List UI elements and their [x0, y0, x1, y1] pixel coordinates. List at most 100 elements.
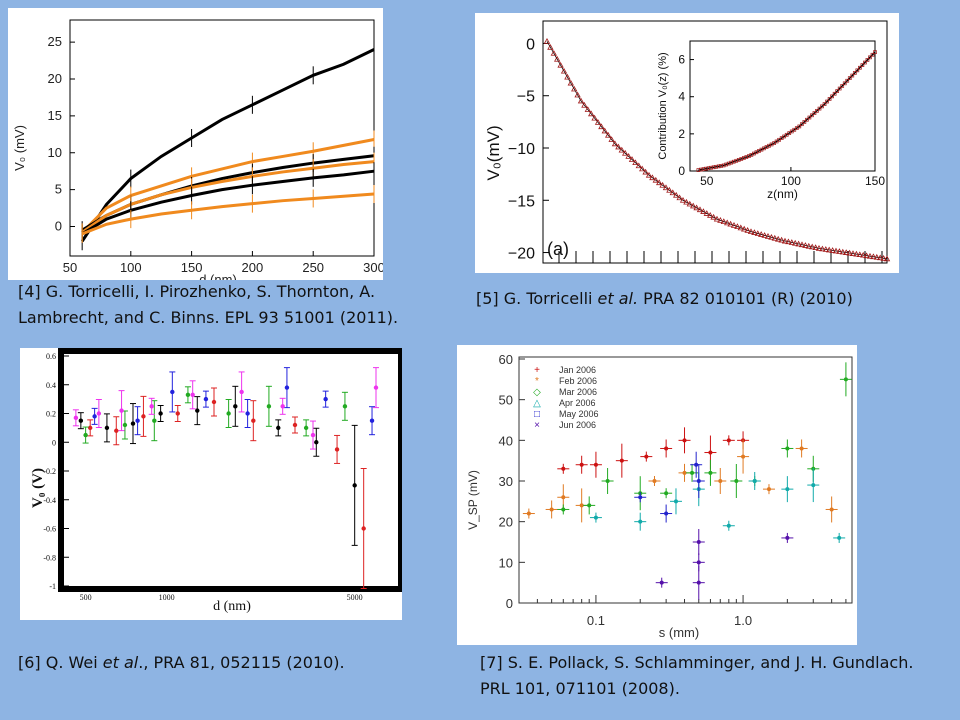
chart7-point — [644, 454, 649, 459]
chart6-svg: V₀ (V) d (nm) 0.6 0.4 0.2 0 -0.2 -0.4 -0.6 -0.8… — [30, 348, 404, 614]
chart4-svg: V₀ (mV) d (nm) 50 100 150 200 250 30005101520… — [12, 19, 385, 287]
chart5-inset-point — [840, 84, 845, 88]
chart5-triangle-point — [710, 213, 717, 220]
chart7-point — [811, 483, 816, 488]
chart5-triangle-point — [873, 253, 880, 260]
chart5-inset-point — [719, 164, 723, 168]
chart5-triangle-point — [618, 146, 625, 153]
chart7-ylabel: V_SP (mV) — [466, 470, 480, 530]
chart7-point — [708, 450, 713, 455]
chart4-series-line — [81, 160, 375, 234]
chart6-point — [88, 425, 93, 431]
chart5-inset-point — [706, 166, 711, 171]
chart6-point — [185, 392, 191, 398]
chart5-triangle-point — [802, 242, 809, 248]
chart5-triangle-point — [659, 181, 666, 188]
chart6-ytick-label: 0.4 — [46, 381, 56, 390]
chart5-inset-point — [716, 164, 721, 169]
chart5-inset-point — [741, 156, 746, 160]
chart6-point — [239, 389, 244, 395]
chart4-ytick-label: 10 — [48, 145, 62, 160]
chart6-ytick-label: -0.4 — [43, 496, 56, 505]
chart5-inset-point — [699, 167, 703, 172]
chart5-inset-point — [731, 159, 736, 164]
chart5-triangle-point — [819, 245, 826, 252]
chart5-triangle-point — [880, 254, 887, 261]
chart4-ytick-label: 5 — [55, 182, 62, 197]
chart5-frame — [542, 20, 888, 264]
chart5-triangle-point — [744, 227, 751, 233]
chart5-inset-point — [820, 104, 824, 109]
chart5-triangle-point — [574, 91, 581, 98]
chart5-triangle-point — [594, 119, 602, 125]
chart5-inset-point — [802, 120, 807, 124]
chart6-point — [284, 385, 290, 390]
chart5-inset-point — [805, 117, 809, 122]
chart5-triangle-point — [622, 149, 629, 156]
chart5-triangle-point — [560, 67, 568, 74]
chart5-triangle-point — [883, 255, 891, 262]
chart5-inset-point — [729, 160, 734, 165]
chart7-ytick-label: 20 — [499, 515, 513, 530]
chart5-triangle-point — [768, 233, 775, 240]
chart5-inset-xtick-label: 150 — [865, 174, 885, 188]
chart5-triangle-point — [781, 237, 789, 244]
chart5-triangle-point — [795, 240, 802, 247]
chart6-point — [314, 440, 319, 445]
chart5-triangle-point — [815, 245, 823, 251]
chart5-triangle-point — [584, 106, 591, 112]
chart5-triangle-point — [727, 220, 734, 227]
chart5-triangle-point — [581, 101, 588, 108]
chart6-xtick-label: 5000 — [347, 593, 363, 602]
chart5-triangle-point — [666, 186, 673, 193]
chart5-inset-ytick-label: 0 — [678, 164, 685, 178]
chart6-point — [334, 447, 340, 452]
chart5-inset-xlabel: z(nm) — [767, 187, 798, 201]
chart5-inset-ylabel: Contribution V₀(z) (%) — [657, 52, 669, 159]
chart7-point — [561, 507, 566, 512]
chart5-inset-point — [734, 158, 739, 163]
chart5-inset-point — [696, 168, 701, 172]
chart5-triangle-point — [649, 174, 656, 181]
chart5-triangle-point — [700, 208, 707, 214]
chart7-xtick-label: 0.1 — [587, 613, 605, 628]
chart7-point — [682, 438, 687, 443]
chart6-point — [83, 432, 88, 438]
chart5-inset-point — [822, 102, 827, 106]
chart7-point — [726, 523, 731, 528]
chart5-triangle-point — [741, 225, 748, 232]
chart5-triangle-point — [717, 217, 724, 223]
chart5-triangle-point — [853, 250, 860, 257]
chart5-inset-xtick-label: 50 — [700, 174, 714, 188]
chart5-inset-point — [858, 65, 862, 70]
chart7-legend-label: Jun 2006 — [559, 420, 596, 430]
chart7-legend-marker: + — [534, 365, 540, 376]
chart5-triangle-point — [707, 212, 714, 218]
chart4-ytick-label: 25 — [48, 34, 62, 49]
chart5-triangle-point — [611, 140, 619, 147]
chart7-legend-marker: ◇ — [533, 387, 541, 398]
chart7-point — [561, 466, 566, 471]
chart7-point — [664, 491, 669, 496]
chart5-triangle-point — [591, 114, 598, 121]
caption-ref4-line1: [4] G. Torricelli, I. Pirozhenko, S. Tho… — [18, 282, 376, 301]
chart7-ytick-label: 60 — [499, 352, 513, 367]
chart6-point — [323, 396, 328, 402]
chart7-point — [593, 515, 598, 520]
chart5-triangle-point — [632, 159, 639, 166]
chart7-point — [785, 446, 790, 451]
chart5-inset-point — [873, 50, 877, 54]
chart5-triangle-point — [608, 136, 615, 142]
chart6-point — [141, 414, 146, 419]
chart6-point — [233, 404, 238, 409]
chart5-triangle-point — [683, 198, 690, 205]
chart4-series-line — [80, 48, 375, 243]
chart5-triangle-point — [601, 127, 608, 134]
chart5-triangle-point — [788, 239, 795, 245]
chart6-point — [175, 411, 180, 416]
chart7-legend-marker: □ — [534, 409, 540, 420]
chart6-point — [245, 411, 250, 416]
chart7-point — [741, 454, 746, 459]
chart5-triangle-point — [703, 210, 710, 216]
chart5-triangle-point — [849, 250, 857, 256]
